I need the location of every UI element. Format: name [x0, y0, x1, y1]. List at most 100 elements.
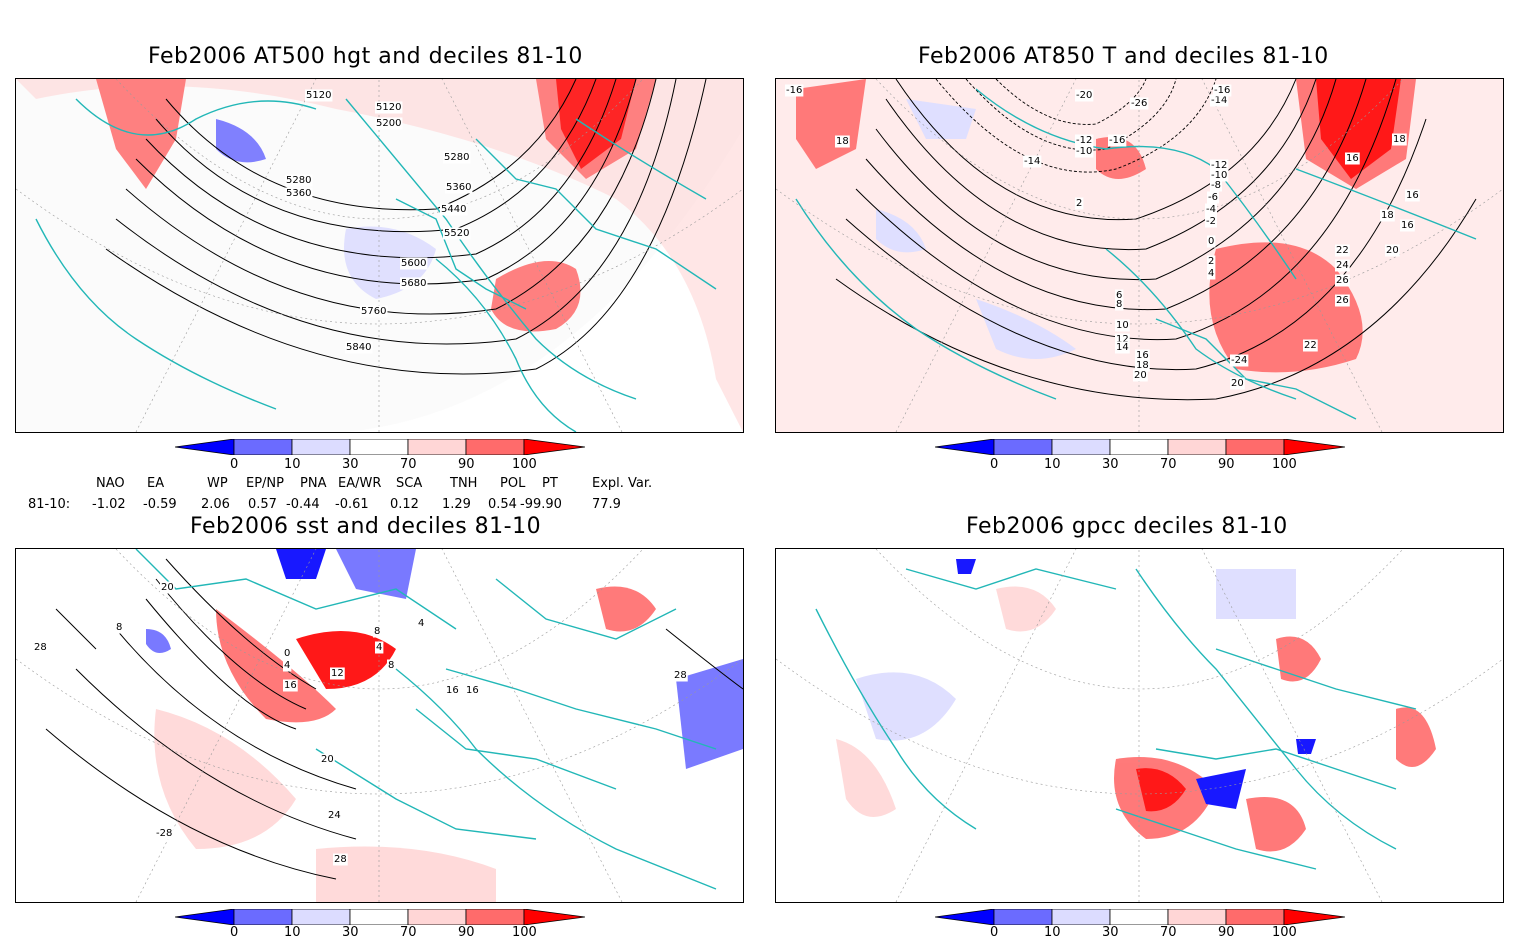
- svg-text:5760: 5760: [361, 306, 386, 317]
- index-value-nao: -1.02: [92, 497, 126, 512]
- contour-label: 18: [835, 135, 850, 148]
- index-row-label: 81-10:: [28, 497, 71, 512]
- map-panel-sst: 28 20 0 4 12 16 4 8 8 4 16 16 20 24 28 28 -28 8: [15, 548, 744, 903]
- contour-label: 5760: [360, 305, 388, 318]
- index-header-epnp: EP/NP: [246, 476, 284, 491]
- svg-text:-10: -10: [1211, 170, 1227, 181]
- contour-label: 5440: [440, 203, 468, 216]
- contour-label: -14: [1023, 155, 1042, 168]
- svg-text:22: 22: [1304, 340, 1317, 351]
- contour-label: 26: [1335, 274, 1350, 287]
- colorbar-hgt500: [174, 438, 586, 456]
- colorbar-tick: 70: [400, 457, 417, 472]
- contour-label: -16: [1213, 84, 1232, 97]
- index-value-pna: -0.44: [286, 497, 320, 512]
- svg-text:5360: 5360: [286, 188, 311, 199]
- svg-text:2: 2: [1208, 256, 1214, 267]
- svg-text:5520: 5520: [444, 228, 469, 239]
- svg-text:24: 24: [1336, 260, 1349, 271]
- svg-text:18: 18: [1381, 210, 1394, 221]
- contour-label: -12: [1075, 134, 1094, 147]
- svg-text:5280: 5280: [444, 152, 469, 163]
- svg-text:16: 16: [284, 680, 297, 691]
- svg-text:18: 18: [1393, 134, 1406, 145]
- svg-text:2: 2: [1076, 198, 1082, 209]
- svg-text:-24: -24: [1231, 355, 1247, 366]
- index-header-tnh: TNH: [450, 476, 478, 491]
- contour-label: 8: [115, 621, 124, 634]
- index-value-pol: 0.54: [488, 497, 517, 512]
- svg-text:16: 16: [1346, 153, 1359, 164]
- contour-label: 16: [1405, 189, 1420, 202]
- contour-label: 8: [387, 659, 396, 672]
- svg-text:-12: -12: [1076, 135, 1092, 146]
- svg-text:12: 12: [1116, 334, 1129, 345]
- contour-label: 16: [1135, 349, 1150, 362]
- svg-text:20: 20: [1231, 378, 1244, 389]
- contour-label: 2: [1207, 255, 1216, 268]
- contour-label: 20: [1133, 369, 1148, 382]
- contour-label: 5520: [443, 227, 471, 240]
- contour-label: 20: [1385, 244, 1400, 257]
- svg-text:26: 26: [1336, 275, 1349, 286]
- contour-label: -10: [1210, 169, 1229, 182]
- contour-label: -4: [1205, 203, 1217, 216]
- contour-label: 5280: [285, 174, 313, 187]
- index-value-epnp: 0.57: [248, 497, 277, 512]
- svg-text:6: 6: [1116, 290, 1122, 301]
- contour-label: 10: [1115, 319, 1130, 332]
- contour-label: 0: [1207, 235, 1216, 248]
- contour-label: -8: [1210, 179, 1222, 192]
- svg-text:-8: -8: [1211, 180, 1221, 191]
- svg-text:-16: -16: [1109, 135, 1125, 146]
- contour-label: 12: [330, 667, 345, 680]
- contour-label: 5680: [400, 277, 428, 290]
- colorbar-tick: 30: [1102, 925, 1119, 940]
- svg-text:-16: -16: [1214, 85, 1230, 96]
- svg-text:-28: -28: [156, 828, 172, 839]
- contour-label: -14: [1210, 94, 1229, 107]
- contour-label: 24: [327, 809, 342, 822]
- contour-label: 16: [1400, 219, 1415, 232]
- map-panel-t850: -16 -20 -26 -14 -12 -10 -14 -16 18 16 18 16 18 16 -12-…: [775, 78, 1504, 433]
- svg-text:18: 18: [1136, 360, 1149, 371]
- contour-label: 28: [333, 853, 348, 866]
- svg-text:5680: 5680: [401, 278, 426, 289]
- svg-text:14: 14: [1116, 342, 1129, 353]
- contour-label: 20: [160, 581, 175, 594]
- colorbar-tick: 10: [1044, 457, 1061, 472]
- contour-label: -10: [1075, 145, 1094, 158]
- svg-text:0: 0: [284, 648, 290, 659]
- contour-label: 26: [1335, 294, 1350, 307]
- svg-text:28: 28: [334, 854, 347, 865]
- index-value-sca: 0.12: [390, 497, 419, 512]
- colorbar-tick: 30: [342, 925, 359, 940]
- contour-label: 2: [1075, 197, 1084, 210]
- svg-text:28: 28: [34, 642, 47, 653]
- colorbar-tick: 10: [284, 925, 301, 940]
- svg-text:10: 10: [1116, 320, 1129, 331]
- svg-text:5120: 5120: [376, 102, 401, 113]
- contour-label: -12: [1210, 159, 1229, 172]
- index-header-wp: WP: [207, 476, 228, 491]
- svg-text:24: 24: [328, 810, 341, 821]
- index-header-ea: EA: [147, 476, 165, 491]
- panel-title-t850: Feb2006 AT850 T and deciles 81-10: [918, 44, 1329, 69]
- svg-text:5440: 5440: [441, 204, 466, 215]
- colorbar-t850: [934, 438, 1346, 456]
- panel-title-hgt500: Feb2006 AT500 hgt and deciles 81-10: [148, 44, 583, 69]
- index-value-eawr: -0.61: [335, 497, 369, 512]
- svg-text:-26: -26: [1131, 98, 1147, 109]
- contour-label: -16: [785, 84, 804, 97]
- contour-label: 4: [417, 617, 426, 630]
- contour-label: 0: [283, 647, 292, 660]
- index-header-pt: PT: [542, 476, 558, 491]
- index-header-pol: POL: [500, 476, 526, 491]
- colorbar-tick: 90: [1218, 457, 1235, 472]
- contour-label: -26: [1130, 97, 1149, 110]
- index-header-sca: SCA: [396, 476, 423, 491]
- colorbar-tick: 100: [1272, 457, 1297, 472]
- svg-text:20: 20: [161, 582, 174, 593]
- svg-text:-4: -4: [1206, 204, 1216, 215]
- contour-label: -2: [1205, 215, 1217, 228]
